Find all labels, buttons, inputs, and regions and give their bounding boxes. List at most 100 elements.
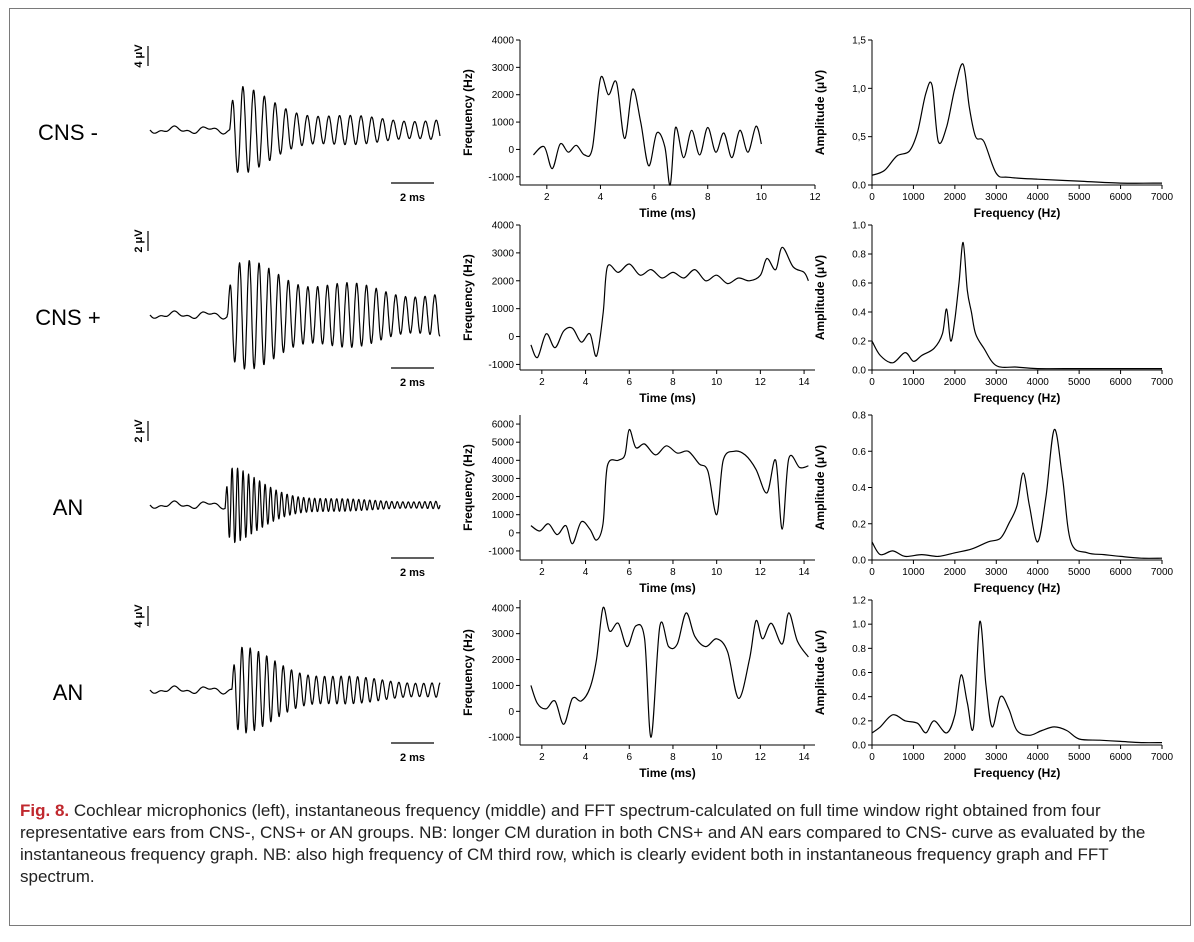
cm-waveform xyxy=(149,467,441,544)
instantaneous-frequency-x-tick-label: 6 xyxy=(626,377,632,388)
fft-spectrum-x-tick-label: 0 xyxy=(869,752,875,763)
instantaneous-frequency-y-tick-label: -1000 xyxy=(488,172,514,183)
instantaneous-frequency-y-tick-label: 4000 xyxy=(492,456,515,467)
instantaneous-frequency-y-tick-label: 3000 xyxy=(492,63,515,74)
fft-spectrum-y-tick-label: 0.4 xyxy=(852,692,866,703)
figure-caption: Fig. 8. Cochlear microphonics (left), in… xyxy=(20,800,1180,888)
fft-spectrum-y-tick-label: 0.2 xyxy=(852,337,866,348)
fft-spectrum-y-tick-label: 0.2 xyxy=(852,519,866,530)
fft-spectrum-y-tick-label: 0.4 xyxy=(852,483,866,494)
fft-spectrum-x-tick-label: 0 xyxy=(869,377,875,388)
fft-spectrum-x-axis-label: Frequency (Hz) xyxy=(974,766,1061,780)
fft-spectrum-x-tick-label: 1000 xyxy=(902,192,925,203)
instantaneous-frequency-y-tick-label: 0 xyxy=(508,145,514,156)
fft-spectrum-x-tick-label: 5000 xyxy=(1068,192,1091,203)
instantaneous-frequency-y-tick-label: 2000 xyxy=(492,90,515,101)
instantaneous-frequency-y-tick-label: 1000 xyxy=(492,118,515,129)
fft-spectrum-x-tick-label: 6000 xyxy=(1109,192,1132,203)
instantaneous-frequency-x-tick-label: 10 xyxy=(711,377,723,388)
instantaneous-frequency-y-tick-label: 0 xyxy=(508,528,514,539)
instantaneous-frequency-y-tick-label: 4000 xyxy=(492,603,515,614)
instantaneous-frequency-y-tick-label: 6000 xyxy=(492,420,515,431)
instantaneous-frequency-x-tick-label: 2 xyxy=(539,567,545,578)
instantaneous-frequency-x-tick-label: 2 xyxy=(539,752,545,763)
instantaneous-frequency-x-tick-label: 6 xyxy=(651,192,657,203)
instantaneous-frequency-y-tick-label: 2000 xyxy=(492,276,515,287)
instantaneous-frequency-x-tick-label: 4 xyxy=(598,192,604,203)
fft-spectrum-x-tick-label: 7000 xyxy=(1151,192,1174,203)
instantaneous-frequency-x-tick-label: 4 xyxy=(583,752,589,763)
instantaneous-frequency-y-axis-label: Frequency (Hz) xyxy=(461,444,475,531)
fft-spectrum-x-tick-label: 3000 xyxy=(985,752,1008,763)
fft-spectrum-x-tick-label: 1000 xyxy=(902,567,925,578)
cm-waveform xyxy=(149,646,441,734)
instantaneous-frequency-x-tick-label: 12 xyxy=(755,567,767,578)
figure-number: Fig. 8. xyxy=(20,801,70,820)
instantaneous-frequency-x-tick-label: 2 xyxy=(544,192,550,203)
amplitude-scale-label: 2 μV xyxy=(133,419,145,443)
instantaneous-frequency-x-tick-label: 4 xyxy=(583,567,589,578)
instantaneous-frequency-y-tick-label: 0 xyxy=(508,332,514,343)
fft-spectrum-x-tick-label: 4000 xyxy=(1027,752,1050,763)
fft-spectrum-x-tick-label: 2000 xyxy=(944,567,967,578)
fft-spectrum-x-tick-label: 1000 xyxy=(902,752,925,763)
instantaneous-frequency-x-tick-label: 12 xyxy=(755,752,767,763)
instantaneous-frequency-x-tick-label: 10 xyxy=(711,752,723,763)
figure-row: CNS - 4 μV 2 ms 2 4 6 8 10 12 -1000 0 1000 2000 3000 4… xyxy=(38,36,1174,221)
amplitude-scale-label: 2 μV xyxy=(133,229,145,253)
time-scale-label: 2 ms xyxy=(400,377,425,389)
row-label: CNS - xyxy=(38,120,98,145)
fft-spectrum-y-tick-label: 0.8 xyxy=(852,250,866,261)
fft-spectrum-x-tick-label: 4000 xyxy=(1027,192,1050,203)
figure-frame xyxy=(9,8,1191,926)
instantaneous-frequency-x-tick-label: 8 xyxy=(670,752,676,763)
instantaneous-frequency-y-tick-label: 4000 xyxy=(492,221,515,232)
instantaneous-frequency-y-tick-label: 3000 xyxy=(492,629,515,640)
instantaneous-frequency-y-tick-label: -1000 xyxy=(488,360,514,371)
fft-spectrum-y-tick-label: 1,0 xyxy=(852,84,866,95)
fft-spectrum-x-tick-label: 7000 xyxy=(1151,377,1174,388)
fft-spectrum-x-tick-label: 6000 xyxy=(1109,377,1132,388)
fft-spectrum-x-axis-label: Frequency (Hz) xyxy=(974,391,1061,405)
amplitude-scale-label: 4 μV xyxy=(133,604,145,628)
instantaneous-frequency-x-tick-label: 14 xyxy=(799,752,811,763)
fft-spectrum-x-tick-label: 5000 xyxy=(1068,752,1091,763)
fft-spectrum-x-tick-label: 6000 xyxy=(1109,752,1132,763)
instantaneous-frequency-x-tick-label: 4 xyxy=(583,377,589,388)
fft-spectrum-y-tick-label: 0.4 xyxy=(852,308,866,319)
fft-spectrum-y-tick-label: 0.6 xyxy=(852,447,866,458)
instantaneous-frequency-x-tick-label: 6 xyxy=(626,752,632,763)
instantaneous-frequency-y-axis-label: Frequency (Hz) xyxy=(461,254,475,341)
time-scale-label: 2 ms xyxy=(400,567,425,579)
instantaneous-frequency-y-tick-label: 4000 xyxy=(492,36,515,47)
instantaneous-frequency-y-tick-label: 5000 xyxy=(492,438,515,449)
fft-spectrum-y-tick-label: 0.0 xyxy=(852,181,866,192)
fft-spectrum-y-axis-label: Amplitude (μV) xyxy=(813,70,827,155)
instantaneous-frequency-x-tick-label: 10 xyxy=(711,567,723,578)
instantaneous-frequency-y-tick-label: 3000 xyxy=(492,474,515,485)
fft-spectrum-y-tick-label: 0.6 xyxy=(852,279,866,290)
instantaneous-frequency-x-tick-label: 10 xyxy=(756,192,768,203)
figure-row: CNS + 2 μV 2 ms 2 4 6 8 10 12 14 -1000 0 1000 2000 300… xyxy=(35,221,1173,406)
cm-waveform xyxy=(149,260,441,370)
instantaneous-frequency-y-tick-label: 2000 xyxy=(492,492,515,503)
figure-row: AN 2 μV 2 ms 2 4 6 8 10 12 14 -1000 0 1000 2000 3000 40… xyxy=(53,411,1174,596)
fft-spectrum-series-line xyxy=(871,63,1163,184)
fft-spectrum-x-tick-label: 5000 xyxy=(1068,377,1091,388)
fft-spectrum-y-tick-label: 0.6 xyxy=(852,668,866,679)
instantaneous-frequency-y-tick-label: 3000 xyxy=(492,248,515,259)
instantaneous-frequency-y-tick-label: 1000 xyxy=(492,681,515,692)
fft-spectrum-y-tick-label: 1.2 xyxy=(852,596,866,607)
fft-spectrum-y-tick-label: 0.8 xyxy=(852,411,866,422)
fft-spectrum-y-tick-label: 0.0 xyxy=(852,741,866,752)
fft-spectrum-y-tick-label: 0.8 xyxy=(852,644,866,655)
instantaneous-frequency-x-tick-label: 6 xyxy=(626,567,632,578)
instantaneous-frequency-x-tick-label: 8 xyxy=(670,377,676,388)
instantaneous-frequency-x-axis-label: Time (ms) xyxy=(639,391,695,405)
instantaneous-frequency-series-line xyxy=(532,75,762,186)
instantaneous-frequency-series-line xyxy=(530,428,809,545)
instantaneous-frequency-y-tick-label: -1000 xyxy=(488,733,514,744)
fft-spectrum-x-tick-label: 2000 xyxy=(944,192,967,203)
time-scale-label: 2 ms xyxy=(400,752,425,764)
time-scale-label: 2 ms xyxy=(400,192,425,204)
